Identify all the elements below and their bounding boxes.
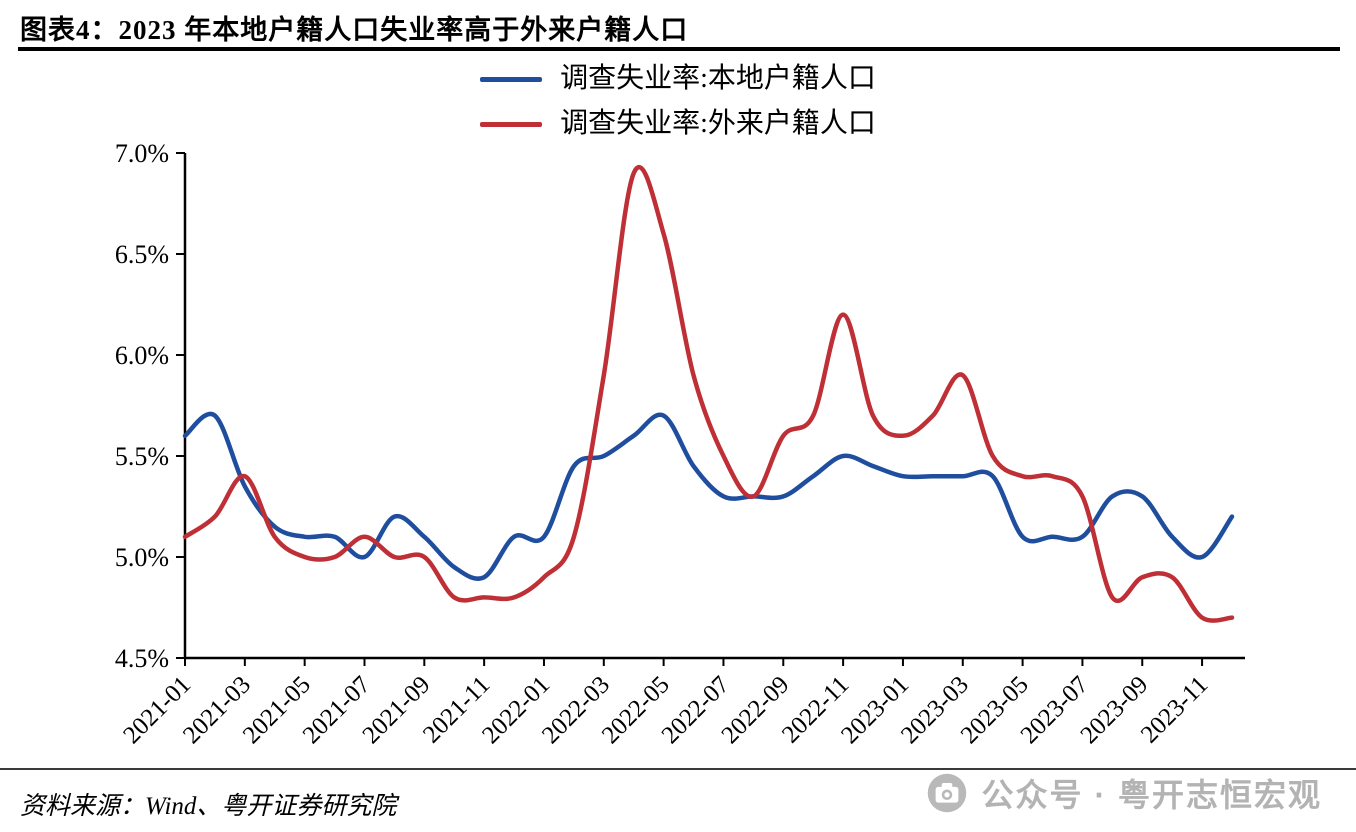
legend-item-local: 调查失业率:本地户籍人口 bbox=[480, 63, 876, 95]
chart-legend: 调查失业率:本地户籍人口 调查失业率:外来户籍人口 bbox=[0, 63, 1356, 140]
unemployment-line-chart: 4.5% 5.0% 5.5% 6.0% 6.5% 7.0% 2021-01 2021-03 20… bbox=[0, 128, 1356, 768]
footer-divider bbox=[0, 768, 1356, 770]
svg-text:5.5%: 5.5% bbox=[115, 442, 169, 471]
watermark-text: 公众号 · 粤开志恒宏观 bbox=[981, 777, 1322, 813]
legend-line-migrant bbox=[480, 121, 543, 127]
svg-text:2023-11: 2023-11 bbox=[1136, 671, 1213, 748]
svg-text:5.0%: 5.0% bbox=[115, 543, 169, 572]
source-note: 资料来源：Wind、粤开证券研究院 bbox=[20, 793, 397, 820]
chart-canvas: 4.5%5.0%5.5%6.0%6.5%7.0%2021-012021-0320… bbox=[115, 139, 1245, 749]
svg-text:2021-09: 2021-09 bbox=[358, 671, 436, 749]
svg-text:7.0%: 7.0% bbox=[115, 139, 169, 168]
watermark: 公众号 · 粤开志恒宏观 bbox=[926, 770, 1322, 816]
legend-label-local: 调查失业率:本地户籍人口 bbox=[560, 63, 876, 94]
svg-text:6.0%: 6.0% bbox=[115, 341, 169, 370]
svg-text:2023-09: 2023-09 bbox=[1075, 671, 1153, 749]
svg-text:2022-09: 2022-09 bbox=[717, 671, 795, 749]
legend-item-migrant: 调查失业率:外来户籍人口 bbox=[480, 107, 876, 140]
title-underline bbox=[18, 47, 1340, 51]
camera-icon bbox=[926, 772, 968, 814]
legend-label-migrant: 调查失业率:外来户籍人口 bbox=[560, 107, 876, 139]
svg-text:6.5%: 6.5% bbox=[115, 240, 169, 269]
svg-text:4.5%: 4.5% bbox=[115, 644, 169, 673]
chart-title: 图表4：2023 年本地户籍人口失业率高于外来户籍人口 bbox=[20, 15, 689, 45]
legend-line-local bbox=[480, 76, 543, 82]
